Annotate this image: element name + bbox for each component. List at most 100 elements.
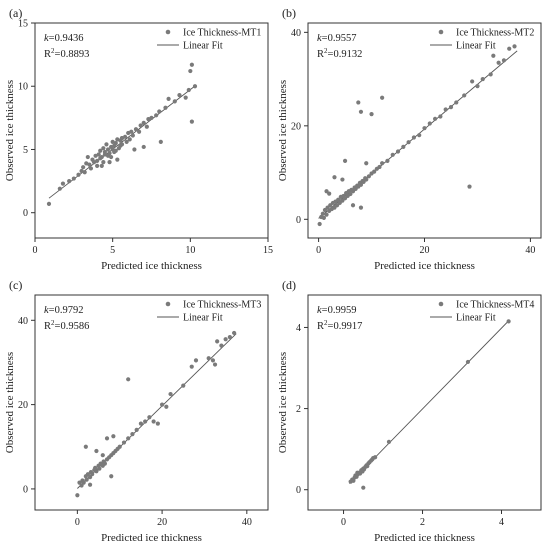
- data-point: [386, 439, 392, 444]
- data-point: [105, 147, 111, 152]
- data-point: [82, 170, 87, 175]
- data-point: [172, 99, 177, 104]
- data-point: [467, 184, 472, 189]
- data-point: [57, 186, 62, 191]
- data-point: [206, 356, 211, 361]
- r2-statistic: R2=0.9132: [317, 47, 362, 60]
- data-point: [94, 448, 99, 454]
- y-axis-label: Observed ice thickness: [277, 80, 289, 181]
- data-point: [465, 359, 471, 365]
- legend-scatter-label: Ice Thickness-MT2: [456, 28, 534, 39]
- data-point: [147, 415, 152, 420]
- x-tick-label: 20: [157, 517, 167, 528]
- data-point: [361, 485, 366, 490]
- data-point: [336, 197, 341, 202]
- data-point: [46, 201, 52, 206]
- data-point: [448, 105, 454, 110]
- y-tick-label: 2: [296, 404, 301, 415]
- data-point: [395, 149, 401, 154]
- data-point: [97, 466, 102, 471]
- data-point: [223, 337, 228, 342]
- data-point: [164, 404, 169, 409]
- data-point: [491, 53, 496, 58]
- data-point: [210, 358, 216, 363]
- legend-line-label: Linear Fit: [183, 313, 223, 324]
- legend-scatter-label: Ice Thickness-MT4: [456, 300, 534, 311]
- data-point: [321, 215, 326, 221]
- y-tick-label: 0: [23, 208, 28, 219]
- data-point: [166, 96, 171, 101]
- k-equals: =: [322, 33, 328, 44]
- data-point: [168, 391, 173, 397]
- data-point: [372, 169, 377, 174]
- r2-symbol: R: [317, 321, 324, 332]
- data-point: [107, 151, 112, 156]
- data-point: [151, 419, 156, 424]
- k-equals: =: [49, 305, 55, 316]
- r2-value: 0.9917: [333, 321, 362, 332]
- data-point: [157, 109, 162, 114]
- legend-line-label: Linear Fit: [183, 41, 223, 52]
- panel-label: (c): [9, 278, 22, 292]
- data-point: [98, 148, 103, 153]
- k-symbol: k: [317, 33, 322, 44]
- data-point: [470, 79, 475, 84]
- y-tick-label: 20: [291, 121, 301, 132]
- data-point: [99, 154, 104, 160]
- data-point: [232, 330, 237, 336]
- data-point: [144, 124, 149, 129]
- data-point: [141, 144, 146, 150]
- data-point: [132, 147, 137, 152]
- data-point: [406, 140, 411, 145]
- r2-equals: =: [55, 321, 61, 332]
- data-point: [76, 172, 81, 177]
- data-point: [377, 164, 382, 170]
- data-point: [95, 163, 100, 169]
- legend-line-label: Linear Fit: [456, 313, 496, 324]
- data-point: [488, 72, 493, 77]
- data-point: [71, 176, 76, 181]
- x-tick-label: 0: [316, 245, 321, 256]
- x-tick-label: 2: [420, 517, 425, 528]
- k-symbol: k: [44, 33, 49, 44]
- data-point: [119, 135, 125, 141]
- data-point: [380, 161, 385, 166]
- data-point: [109, 474, 114, 479]
- x-axis-label: Predicted ice thickness: [374, 532, 475, 544]
- data-point: [85, 154, 90, 160]
- data-point: [189, 62, 194, 67]
- r2-superscript: 2: [51, 319, 55, 327]
- k-symbol: k: [317, 305, 322, 316]
- k-value: 0.9557: [328, 33, 357, 44]
- data-point: [126, 377, 131, 382]
- data-point: [512, 44, 517, 49]
- k-statistic: k=0.9557: [317, 33, 356, 44]
- data-point: [507, 46, 512, 51]
- data-point: [358, 109, 364, 114]
- data-point: [332, 175, 337, 180]
- data-point: [113, 141, 118, 146]
- data-point: [364, 161, 369, 166]
- r2-value: 0.8893: [60, 49, 89, 60]
- data-point: [193, 358, 199, 363]
- data-point: [192, 84, 198, 89]
- data-point: [133, 127, 139, 132]
- data-point: [87, 482, 93, 487]
- scatter-panel: (a) 0 5 10 15 0 5 10 15 Predicted ice thickness Ob…: [4, 6, 273, 272]
- data-point: [124, 139, 129, 144]
- data-point: [138, 123, 143, 128]
- r2-statistic: R2=0.9917: [317, 319, 362, 332]
- y-tick-label: 15: [18, 19, 28, 30]
- x-tick-label: 0: [33, 245, 38, 256]
- data-point: [101, 160, 106, 165]
- data-point: [85, 472, 91, 477]
- data-point: [438, 114, 443, 119]
- data-point: [95, 158, 100, 163]
- data-point: [181, 383, 186, 388]
- data-point: [117, 444, 122, 449]
- legend-line-label: Linear Fit: [456, 41, 496, 52]
- legend-scatter-label: Ice Thickness-MT1: [183, 28, 261, 39]
- data-point: [141, 120, 146, 126]
- data-point: [136, 129, 142, 134]
- data-point: [496, 60, 501, 65]
